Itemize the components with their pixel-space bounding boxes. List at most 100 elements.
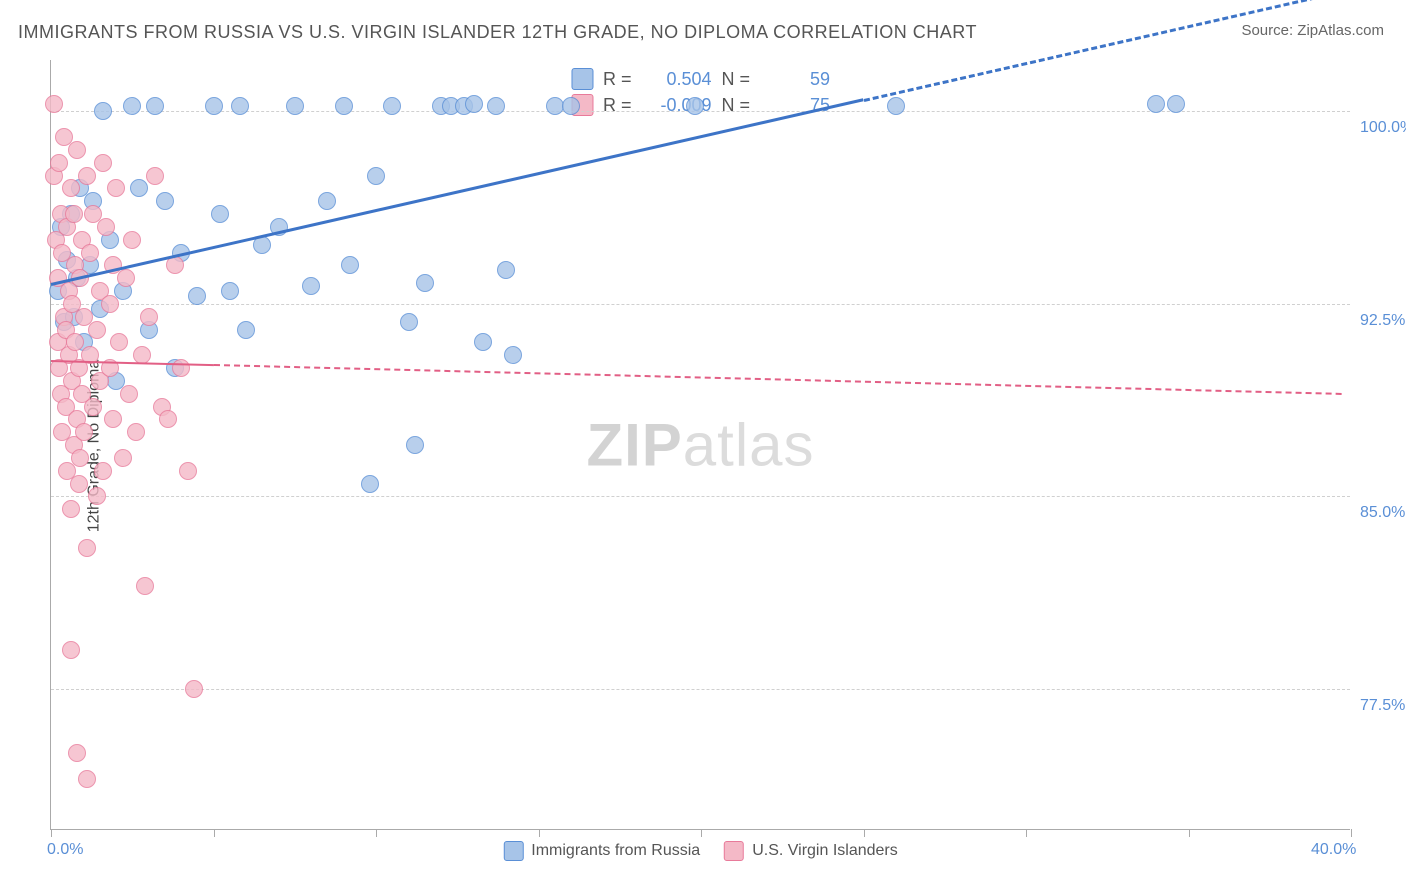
data-point [465,95,483,113]
data-point [185,680,203,698]
r-value-russia: 0.504 [642,66,712,92]
data-point [302,277,320,295]
data-point [123,231,141,249]
data-point [62,179,80,197]
data-point [383,97,401,115]
data-point [110,333,128,351]
x-tick [864,829,865,837]
data-point [104,410,122,428]
data-point [474,333,492,351]
watermark-rest: atlas [683,411,815,478]
series-legend: Immigrants from Russia U.S. Virgin Islan… [503,841,897,861]
data-point [237,321,255,339]
data-point [94,462,112,480]
data-point [172,359,190,377]
x-tick [539,829,540,837]
data-point [78,539,96,557]
r-prefix: R = [603,66,632,92]
data-point [140,308,158,326]
data-point [497,261,515,279]
data-point [188,287,206,305]
data-point [205,97,223,115]
data-point [159,410,177,428]
data-point [68,141,86,159]
data-point [400,313,418,331]
data-point [341,256,359,274]
r-prefix: R = [603,92,632,118]
chart-container: IMMIGRANTS FROM RUSSIA VS U.S. VIRGIN IS… [0,0,1406,892]
data-point [65,205,83,223]
swatch-russia-icon [503,841,523,861]
legend-row-russia: R = 0.504 N = 59 [571,66,830,92]
data-point [146,167,164,185]
x-tick [214,829,215,837]
data-point [123,97,141,115]
data-point [130,179,148,197]
data-point [88,321,106,339]
data-point [286,97,304,115]
data-point [94,102,112,120]
y-tick-label: 85.0% [1360,504,1406,522]
legend-item-usvi: U.S. Virgin Islanders [724,841,898,861]
x-tick [1026,829,1027,837]
watermark-bold: ZIP [586,411,682,478]
data-point [686,97,704,115]
data-point [1167,95,1185,113]
gridline [51,496,1350,497]
data-point [75,423,93,441]
data-point [318,192,336,210]
x-tick-label: 0.0% [47,841,83,859]
data-point [416,274,434,292]
chart-title: IMMIGRANTS FROM RUSSIA VS U.S. VIRGIN IS… [18,22,977,43]
legend-label-usvi: U.S. Virgin Islanders [752,842,898,860]
x-tick [701,829,702,837]
data-point [367,167,385,185]
gridline [51,689,1350,690]
x-tick [376,829,377,837]
data-point [487,97,505,115]
data-point [84,398,102,416]
data-point [81,244,99,262]
y-tick-label: 77.5% [1360,697,1406,715]
data-point [136,577,154,595]
data-point [62,500,80,518]
trend-line [51,99,864,287]
trend-line [863,0,1341,101]
n-prefix: N = [722,92,751,118]
data-point [88,487,106,505]
data-point [62,641,80,659]
watermark: ZIPatlas [586,410,814,479]
data-point [97,218,115,236]
legend-label-russia: Immigrants from Russia [531,842,700,860]
y-tick-label: 92.5% [1360,312,1406,330]
data-point [120,385,138,403]
data-point [45,95,63,113]
data-point [562,97,580,115]
x-tick [51,829,52,837]
x-tick [1351,829,1352,837]
data-point [71,449,89,467]
data-point [127,423,145,441]
data-point [504,346,522,364]
data-point [101,295,119,313]
data-point [335,97,353,115]
legend-item-russia: Immigrants from Russia [503,841,700,861]
data-point [50,154,68,172]
data-point [146,97,164,115]
data-point [887,97,905,115]
swatch-usvi-icon [724,841,744,861]
n-prefix: N = [722,66,751,92]
x-tick [1189,829,1190,837]
data-point [94,154,112,172]
trend-line [213,364,1341,395]
data-point [78,770,96,788]
data-point [406,436,424,454]
swatch-russia-icon [571,68,593,90]
data-point [68,744,86,762]
data-point [179,462,197,480]
data-point [211,205,229,223]
data-point [221,282,239,300]
data-point [231,97,249,115]
data-point [117,269,135,287]
data-point [78,167,96,185]
